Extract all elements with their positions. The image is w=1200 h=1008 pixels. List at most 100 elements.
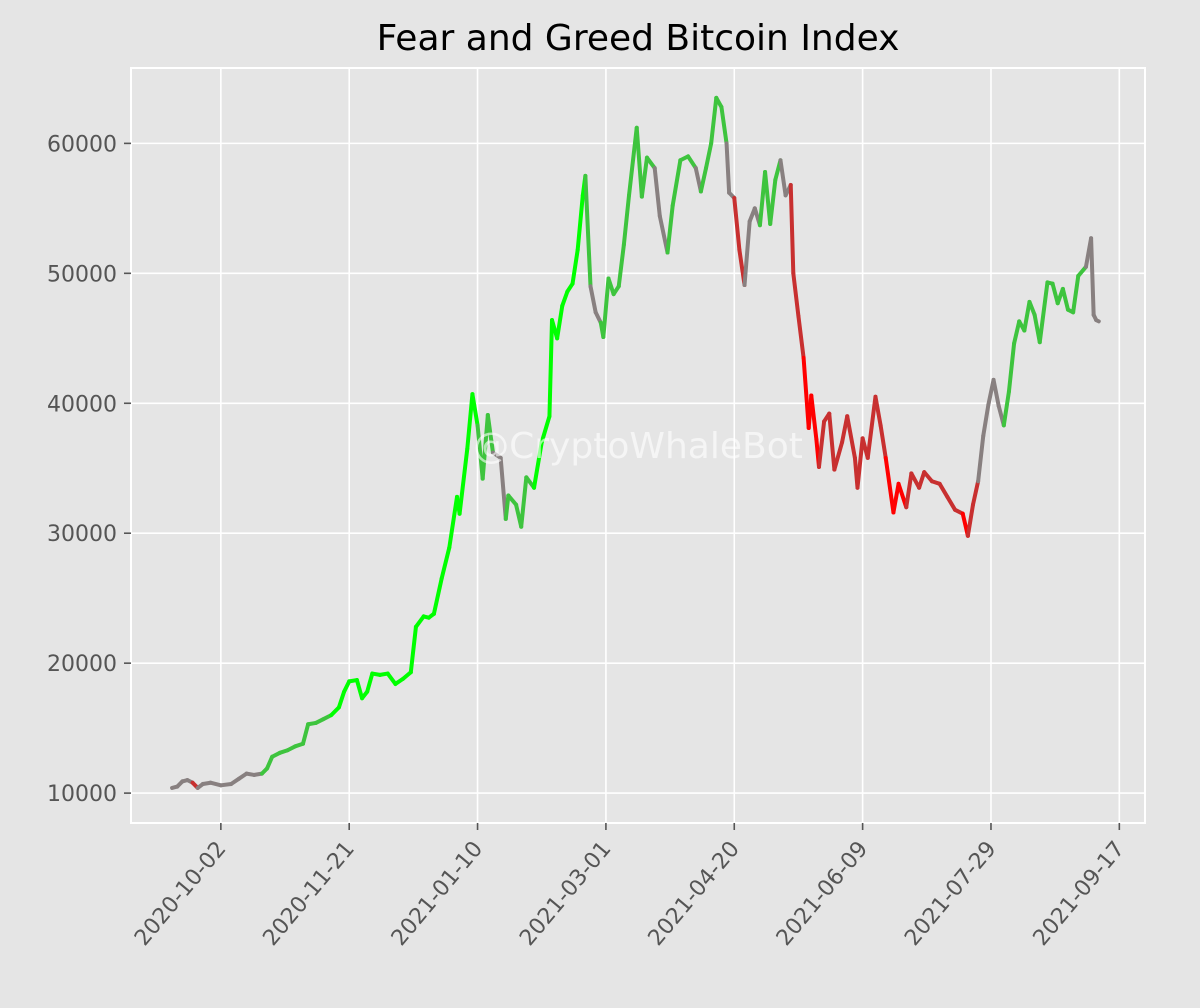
series-line-segment	[1037, 280, 1050, 345]
x-tick-label: 2021-04-20	[644, 837, 745, 951]
series-line-segment	[698, 166, 709, 194]
series-line-segment	[547, 318, 554, 419]
series-line-segment	[1022, 299, 1032, 333]
series-line-segment	[385, 671, 398, 686]
y-tick-label: 20000	[47, 652, 117, 677]
series-line-segment	[439, 545, 452, 581]
series-line-segment	[796, 314, 806, 360]
x-tick-label: 2021-06-09	[772, 837, 873, 951]
series-line-segment	[1060, 286, 1070, 312]
series-line-segment	[991, 377, 1001, 408]
series-line-segment	[971, 479, 981, 507]
y-tick-label: 50000	[47, 262, 117, 287]
series-line-segment	[621, 193, 632, 247]
watermark-text: @CryptoWhaleBot	[473, 426, 803, 467]
x-tick-label: 2021-03-01	[515, 837, 616, 951]
series-line-segment	[408, 624, 418, 675]
series-line-segment	[555, 303, 565, 341]
series-line-segment	[670, 158, 683, 208]
y-tick-label: 30000	[47, 522, 117, 547]
series-line-segment	[1089, 236, 1096, 317]
series-line-segment	[634, 125, 644, 199]
series-line-segment	[788, 182, 796, 276]
series-line-segment	[652, 166, 662, 219]
plot-area	[131, 68, 1145, 823]
x-tick-label: 2020-11-21	[258, 837, 359, 951]
y-tick-label: 40000	[47, 392, 117, 417]
series-line-segment	[732, 195, 742, 252]
series-line-segment	[704, 141, 714, 171]
series-line-segment	[601, 276, 611, 339]
series-line-segment	[470, 392, 480, 428]
series-line-segment	[447, 494, 460, 550]
series-line-segment	[1094, 318, 1101, 324]
series-line-segment	[719, 104, 729, 146]
series-line-segment	[981, 402, 991, 438]
series-line-segment	[816, 419, 827, 469]
x-tick-label: 2021-07-29	[900, 837, 1001, 951]
series-line-segment	[709, 95, 719, 146]
series-line-segment	[431, 576, 444, 616]
y-tick-label: 60000	[47, 132, 117, 157]
series-line-segment	[1071, 273, 1081, 315]
price-series	[170, 95, 1101, 790]
x-tick-label: 2021-09-17	[1029, 837, 1130, 951]
series-line-segment	[365, 671, 375, 694]
series-line-segment	[1006, 341, 1017, 394]
series-line-segment	[1027, 299, 1037, 317]
series-line-segment	[937, 481, 950, 499]
series-line-segment	[300, 722, 311, 746]
plot-frame	[130, 67, 1146, 824]
series-line-segment	[560, 289, 570, 308]
series-line-segment	[583, 173, 593, 289]
grid-lines	[130, 67, 1146, 824]
series-line-segment	[1012, 319, 1022, 346]
series-line-segment	[616, 242, 626, 289]
series-line-segment	[791, 271, 801, 319]
series-line-segment	[665, 203, 675, 255]
series-line-segment	[265, 754, 275, 771]
series-line-segment	[480, 412, 490, 481]
series-line-segment	[768, 177, 778, 226]
series-line-segment	[575, 193, 585, 252]
series-line-segment	[457, 446, 470, 516]
series-line-segment	[809, 393, 819, 442]
series-line-segment	[865, 394, 878, 460]
series-line-segment	[639, 155, 649, 199]
series-line-segment	[644, 155, 657, 171]
series-line-segment	[778, 158, 788, 198]
series-line-segment	[945, 494, 958, 512]
x-tick-label: 2020-10-02	[130, 837, 231, 951]
series-line-segment	[465, 392, 475, 451]
series-line-segment	[336, 689, 347, 710]
series-line-segment	[845, 414, 857, 460]
series-line-segment	[873, 394, 883, 428]
series-line-segment	[883, 455, 896, 515]
series-line-segment	[627, 125, 639, 198]
y-tick-label: 10000	[47, 782, 117, 807]
x-tick-label: 2021-01-10	[387, 837, 488, 951]
series-line-segment	[1001, 389, 1011, 428]
series-line-segment	[724, 141, 732, 195]
series-line-segment	[855, 436, 865, 490]
series-line-segment	[878, 423, 888, 460]
series-line-segment	[485, 412, 495, 455]
series-line-segment	[413, 614, 426, 629]
series-line-segment	[588, 284, 598, 315]
series-line-segment	[917, 470, 927, 490]
series-line-segment	[742, 219, 752, 288]
series-line-segment	[904, 471, 914, 510]
series-line-segment	[570, 247, 580, 286]
series-line-segment	[532, 440, 544, 490]
series-line-segment	[686, 154, 698, 171]
series-line-segment	[539, 414, 552, 445]
series-line-segment	[965, 502, 976, 538]
series-line-segment	[503, 493, 511, 521]
series-line-segment	[827, 411, 837, 472]
series-line-segment	[976, 433, 986, 484]
series-line-segment	[832, 440, 845, 472]
chart-title: Fear and Greed Bitcoin Index	[377, 18, 900, 59]
series-line-segment	[891, 481, 901, 515]
